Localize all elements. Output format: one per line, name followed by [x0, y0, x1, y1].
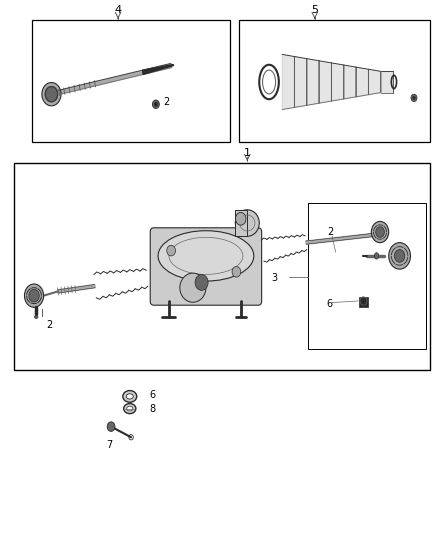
Polygon shape — [294, 56, 307, 108]
Polygon shape — [307, 59, 319, 106]
Text: 4: 4 — [114, 5, 122, 15]
Text: 1: 1 — [244, 148, 251, 158]
Text: 6: 6 — [149, 390, 155, 400]
Ellipse shape — [127, 406, 133, 411]
Circle shape — [107, 422, 115, 431]
Bar — [14, 163, 430, 370]
Ellipse shape — [158, 231, 254, 281]
Circle shape — [167, 245, 176, 256]
Ellipse shape — [126, 394, 133, 399]
Circle shape — [46, 87, 57, 102]
Polygon shape — [282, 54, 294, 110]
Ellipse shape — [374, 253, 379, 259]
Ellipse shape — [235, 210, 259, 236]
Circle shape — [29, 289, 39, 302]
Text: 2: 2 — [164, 96, 170, 107]
Circle shape — [371, 221, 389, 243]
Bar — [359, 297, 368, 308]
Polygon shape — [381, 71, 393, 93]
Text: 7: 7 — [106, 440, 113, 450]
Circle shape — [195, 274, 208, 290]
Polygon shape — [142, 64, 173, 75]
Circle shape — [25, 284, 44, 308]
Text: 5: 5 — [311, 5, 318, 15]
Circle shape — [389, 243, 410, 269]
Circle shape — [376, 227, 385, 237]
FancyBboxPatch shape — [235, 210, 247, 236]
Polygon shape — [58, 285, 95, 293]
Circle shape — [154, 102, 158, 107]
Ellipse shape — [180, 273, 206, 302]
Ellipse shape — [123, 391, 137, 402]
Circle shape — [232, 266, 241, 277]
Bar — [308, 203, 426, 349]
Polygon shape — [59, 63, 172, 94]
Circle shape — [413, 96, 415, 100]
Circle shape — [394, 249, 405, 262]
FancyBboxPatch shape — [150, 228, 261, 305]
Text: 2: 2 — [46, 320, 53, 330]
Circle shape — [236, 213, 246, 225]
Circle shape — [411, 94, 417, 102]
Ellipse shape — [35, 316, 38, 318]
Bar — [239, 20, 430, 142]
Text: 3: 3 — [271, 273, 277, 283]
Polygon shape — [332, 63, 344, 101]
Circle shape — [42, 83, 61, 106]
Polygon shape — [356, 67, 368, 97]
Circle shape — [152, 100, 159, 109]
Text: 6: 6 — [326, 298, 332, 309]
Polygon shape — [306, 233, 376, 244]
Polygon shape — [368, 69, 381, 95]
Polygon shape — [344, 65, 356, 99]
Bar — [32, 20, 230, 142]
Text: 2: 2 — [327, 227, 333, 237]
Ellipse shape — [124, 403, 136, 414]
Text: 8: 8 — [149, 403, 155, 414]
Polygon shape — [319, 61, 332, 103]
